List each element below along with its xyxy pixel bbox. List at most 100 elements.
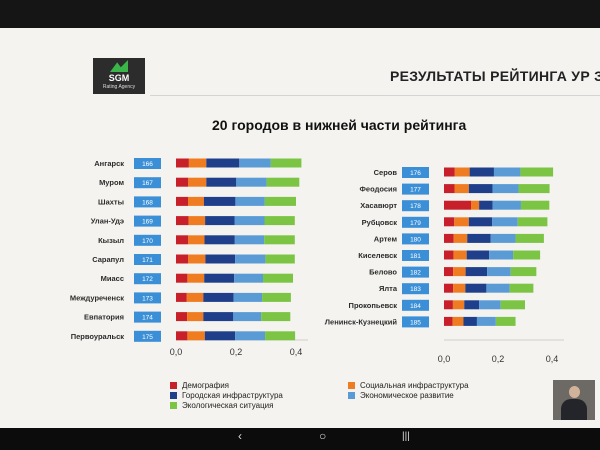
bar-segment (176, 292, 187, 302)
city-label: Прокопьевск (349, 301, 398, 310)
bar-segment (262, 292, 291, 302)
legend-swatch (170, 402, 177, 410)
bar-segment (203, 196, 236, 206)
city-label: Евпатория (84, 313, 124, 322)
bar-segment (176, 254, 189, 264)
rank-badge (402, 233, 429, 245)
home-icon[interactable]: ○ (319, 429, 327, 443)
rank-label: 180 (410, 236, 421, 243)
bar-segment (204, 273, 235, 283)
rank-label: 173 (142, 295, 153, 302)
city-label: Междуреченск (70, 293, 124, 302)
legend-swatch (170, 382, 177, 390)
back-icon[interactable]: ‹ (238, 429, 242, 443)
rank-label: 183 (410, 286, 421, 293)
bar-segment (188, 235, 205, 245)
rank-badge (402, 167, 429, 178)
city-label: Кызыл (98, 236, 124, 245)
bar-segment (464, 300, 480, 310)
bar-segment (264, 216, 295, 226)
recents-icon[interactable]: ||| (402, 431, 410, 442)
bar-segment (454, 217, 469, 227)
bar-segment (187, 273, 205, 283)
video-call-thumbnail[interactable] (553, 380, 595, 420)
bar-segment (187, 331, 205, 341)
rank-badge (402, 183, 429, 195)
bar-segment (479, 200, 493, 210)
bar-segment (444, 217, 455, 227)
rank-badge (134, 273, 161, 285)
bar-segment (468, 184, 493, 194)
rank-label: 166 (142, 161, 153, 168)
bar-segment (234, 216, 265, 226)
rank-badge (134, 215, 161, 227)
rank-badge (134, 234, 161, 246)
bar-segment (444, 316, 453, 326)
city-label: Серов (374, 168, 398, 177)
bar-segment (489, 250, 514, 260)
rank-label: 178 (410, 203, 421, 210)
bar-segment (444, 250, 454, 260)
bar-segment (518, 184, 550, 194)
bar-segment (205, 254, 236, 264)
rank-badge (134, 330, 161, 342)
bar-segment (492, 184, 519, 194)
bar-segment (188, 158, 207, 168)
rank-badge (134, 254, 161, 265)
bar-segment (444, 184, 455, 194)
legend-item-urban: Городская инфраструктура (170, 391, 283, 400)
bar-segment (467, 233, 491, 243)
rank-label: 171 (142, 257, 153, 264)
rank-badge (134, 177, 161, 189)
bar-segment (510, 267, 537, 277)
bar-segment (263, 273, 293, 283)
x-tick-label: 0,4 (290, 347, 303, 357)
bar-segment (487, 267, 511, 277)
rank-badge (402, 283, 429, 295)
bar-segment (187, 312, 204, 322)
bar-segment (444, 167, 455, 177)
bar-segment (235, 254, 266, 264)
legend-item-social: Социальная инфраструктура (348, 381, 469, 390)
bar-segment (234, 235, 265, 245)
bar-segment (444, 283, 454, 293)
rank-label: 170 (142, 238, 153, 245)
rank-label: 174 (142, 315, 153, 322)
legend-swatch (170, 392, 177, 400)
bar-segment (203, 312, 234, 322)
bar-segment (520, 167, 554, 177)
bar-segment (468, 217, 493, 227)
rank-badge (402, 299, 429, 311)
rank-label: 179 (410, 220, 421, 227)
bar-segment (176, 273, 188, 283)
city-label: Сарапул (92, 255, 124, 264)
rank-badge (134, 196, 161, 208)
bar-segment (479, 300, 501, 310)
legend-item-economic: Экономическое развитие (348, 391, 454, 400)
bar-segment (453, 250, 467, 260)
bar-segment (206, 158, 240, 168)
bar-segment (444, 267, 454, 277)
legend-swatch (348, 382, 355, 390)
bar-segment (264, 196, 296, 206)
logo-tagline: Rating Agency (102, 84, 136, 90)
legend-label: Социальная инфраструктура (360, 381, 469, 390)
bar-segment (176, 312, 188, 322)
rank-label: 168 (142, 199, 153, 206)
bar-segment (176, 331, 188, 341)
rank-label: 172 (142, 276, 153, 283)
bar-segment (239, 158, 271, 168)
bar-segment (509, 283, 534, 293)
bar-segment (453, 283, 466, 293)
bar-segment (454, 184, 469, 194)
bar-segment (453, 267, 466, 277)
legend-label: Демография (182, 381, 230, 390)
chart-legend: Демография Социальная инфраструктура Город… (170, 381, 550, 423)
bar-segment (270, 158, 302, 168)
bar-segment (515, 233, 544, 243)
bar-segment (188, 177, 207, 187)
rank-label: 169 (142, 219, 153, 226)
x-tick-label: 0,2 (492, 354, 505, 364)
rank-badge (134, 158, 161, 169)
bar-segment (454, 167, 470, 177)
